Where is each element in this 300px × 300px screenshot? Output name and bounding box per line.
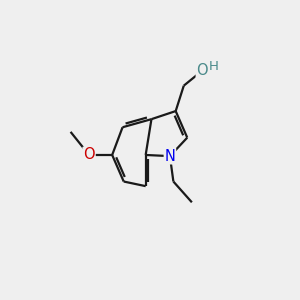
Text: H: H — [209, 60, 219, 73]
Text: N: N — [164, 148, 175, 164]
Text: O: O — [196, 63, 208, 78]
Text: O: O — [83, 148, 95, 163]
